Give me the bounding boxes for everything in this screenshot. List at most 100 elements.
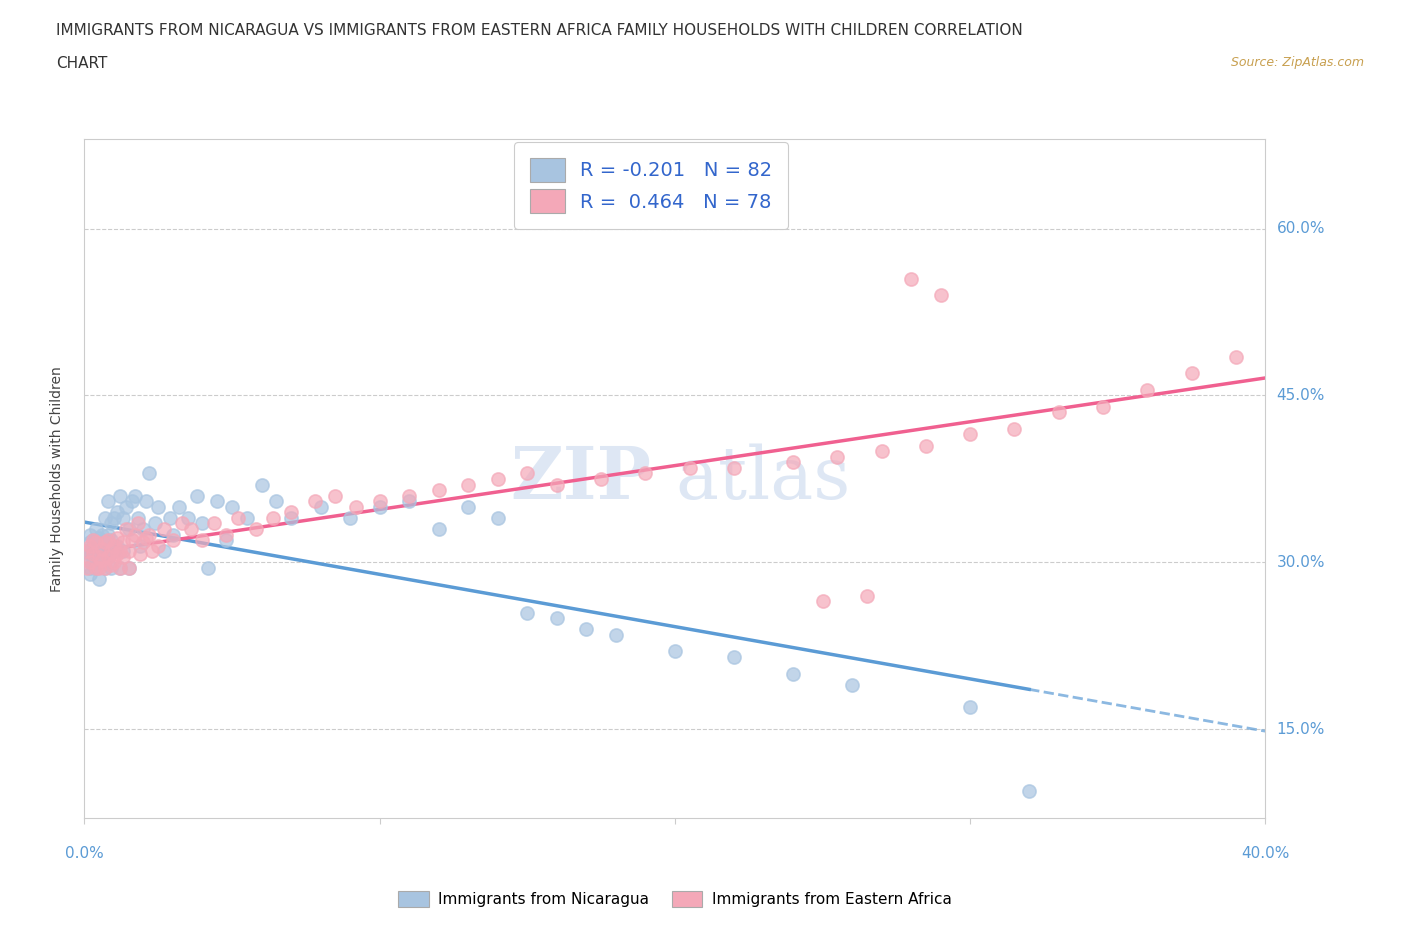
Point — [309, 499, 332, 514]
Point — [118, 561, 141, 576]
Point — [91, 538, 114, 553]
Point — [132, 522, 155, 537]
Point — [105, 538, 128, 553]
Point — [221, 499, 243, 514]
Point — [1136, 382, 1159, 397]
Point — [84, 546, 107, 561]
Point — [159, 511, 181, 525]
Point — [79, 566, 101, 581]
Point — [121, 533, 143, 548]
Point — [678, 460, 700, 475]
Point — [84, 535, 107, 550]
Point — [79, 527, 101, 542]
Point — [111, 535, 134, 550]
Point — [124, 527, 146, 542]
Point — [105, 546, 128, 561]
Point — [121, 494, 143, 509]
Point — [91, 527, 114, 542]
Point — [76, 561, 98, 576]
Point — [575, 622, 598, 637]
Point — [162, 527, 184, 542]
Point — [103, 511, 125, 525]
Point — [900, 272, 922, 286]
Point — [79, 546, 101, 561]
Point — [76, 550, 98, 565]
Point — [959, 427, 981, 442]
Point — [87, 572, 111, 587]
Text: 60.0%: 60.0% — [1277, 221, 1324, 236]
Point — [1180, 365, 1202, 380]
Point — [457, 477, 479, 492]
Point — [457, 499, 479, 514]
Point — [127, 511, 149, 525]
Point — [197, 561, 219, 576]
Point — [82, 538, 104, 553]
Point — [111, 511, 134, 525]
Point — [129, 546, 152, 561]
Point — [153, 544, 176, 559]
Point — [114, 499, 136, 514]
Text: ZIP: ZIP — [510, 444, 651, 514]
Point — [591, 472, 613, 486]
Point — [82, 555, 104, 570]
Point — [132, 535, 155, 550]
Point — [546, 611, 568, 626]
Point — [100, 544, 122, 559]
Point — [82, 533, 104, 548]
Point — [111, 550, 134, 565]
Text: 30.0%: 30.0% — [1277, 555, 1324, 570]
Point — [827, 449, 849, 464]
Legend: R = -0.201   N = 82, R =  0.464   N = 78: R = -0.201 N = 82, R = 0.464 N = 78 — [515, 142, 789, 229]
Point — [91, 555, 114, 570]
Legend: Immigrants from Nicaragua, Immigrants from Eastern Africa: Immigrants from Nicaragua, Immigrants fr… — [392, 884, 957, 913]
Point — [177, 511, 200, 525]
Point — [398, 488, 420, 503]
Point — [664, 644, 686, 658]
Point — [135, 494, 157, 509]
Point — [118, 561, 141, 576]
Point — [264, 494, 288, 509]
Point — [100, 516, 122, 531]
Point — [250, 477, 273, 492]
Point — [605, 628, 627, 643]
Point — [841, 677, 863, 692]
Point — [100, 557, 122, 572]
Point — [87, 530, 111, 545]
Point — [108, 561, 131, 576]
Point — [87, 550, 111, 565]
Point — [368, 494, 391, 509]
Point — [76, 544, 98, 559]
Point — [427, 522, 450, 537]
Point — [148, 499, 170, 514]
Point — [170, 516, 193, 531]
Point — [94, 511, 117, 525]
Point — [97, 527, 120, 542]
Point — [546, 477, 568, 492]
Point — [129, 538, 152, 553]
Point — [138, 527, 160, 542]
Text: atlas: atlas — [675, 444, 851, 514]
Point — [108, 561, 131, 576]
Point — [870, 444, 893, 458]
Point — [91, 552, 114, 567]
Point — [127, 516, 149, 531]
Point — [191, 533, 214, 548]
Point — [100, 561, 122, 576]
Point — [94, 544, 117, 559]
Point — [215, 527, 238, 542]
Point — [486, 472, 509, 486]
Point — [1004, 421, 1026, 436]
Point — [202, 516, 225, 531]
Point — [94, 561, 117, 576]
Text: IMMIGRANTS FROM NICARAGUA VS IMMIGRANTS FROM EASTERN AFRICA FAMILY HOUSEHOLDS WI: IMMIGRANTS FROM NICARAGUA VS IMMIGRANTS … — [56, 23, 1024, 38]
Point — [1047, 405, 1070, 419]
Point — [82, 546, 104, 561]
Text: CHART: CHART — [56, 56, 108, 71]
Point — [516, 466, 538, 481]
Point — [97, 550, 120, 565]
Point — [114, 522, 136, 537]
Point — [167, 499, 190, 514]
Point — [191, 516, 214, 531]
Point — [105, 505, 128, 520]
Point — [516, 605, 538, 620]
